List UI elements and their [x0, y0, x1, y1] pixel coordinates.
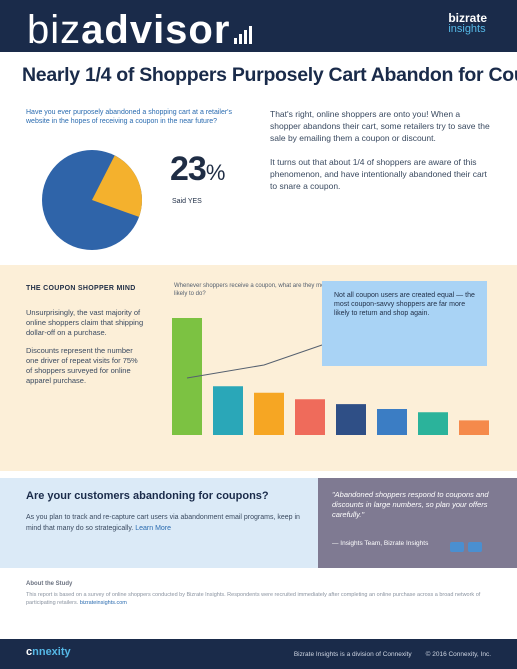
methodology-text: This report is based on a survey of onli… [26, 591, 496, 607]
intro-paragraph-1: That's right, online shoppers are onto y… [270, 109, 490, 143]
growth-bars-icon [234, 26, 253, 44]
section-heading: THE COUPON SHOPPER MIND [26, 285, 136, 292]
quote-author: — Insights Team, Bizrate Insights [332, 540, 429, 547]
cta-body: As you plan to track and re-capture cart… [26, 514, 300, 532]
brand-name: bizrate [448, 11, 487, 25]
logo-light-text: biz [27, 8, 82, 52]
callout-box: Not all coupon users are created equal —… [322, 281, 487, 366]
survey-question: Have you ever purposely abandoned a shop… [26, 109, 233, 125]
connexity-logo-prefix: c [26, 646, 33, 658]
footer-division-note: Bizrate Insights is a division of Connex… [293, 651, 412, 658]
page-title: Nearly 1/4 of Shoppers Purposely Cart Ab… [22, 64, 517, 86]
bar-7 [418, 412, 448, 435]
bar-2 [213, 386, 243, 435]
intro-paragraph-2: It turns out that about 1/4 of shoppers … [270, 157, 487, 191]
section-paragraph-2: Discounts represent the number one drive… [26, 346, 138, 385]
brand-subtitle: insights [448, 23, 486, 35]
social-icons [450, 542, 482, 552]
bar-chart [164, 290, 500, 465]
twitter-icon[interactable] [450, 542, 464, 552]
methodology-heading: About the Study [26, 581, 73, 587]
quote-panel [318, 478, 517, 568]
header-bar [0, 0, 517, 52]
percent-value: 23 [170, 150, 207, 188]
methodology-link[interactable]: bizrateinsights.com [79, 600, 127, 606]
bar-5 [336, 404, 366, 435]
percent-figure: 23% [170, 150, 226, 189]
methodology-body: This report is based on a survey of onli… [26, 592, 481, 606]
footer-bar [0, 639, 517, 669]
section-paragraph-1: Unsurprisingly, the vast majority of onl… [26, 308, 144, 337]
logo-bold-text: advisor [81, 8, 231, 52]
cta-panel [0, 478, 318, 568]
testimonial-quote: "Abandoned shoppers respond to coupons a… [332, 490, 489, 519]
bar-6 [377, 409, 407, 435]
percent-sign: % [205, 160, 226, 185]
footer-copyright: © 2016 Connexity, Inc. [425, 651, 491, 658]
connexity-logo-bold: nnexity [32, 646, 71, 658]
connexity-logo: cnnexity [26, 646, 71, 658]
bar-4 [295, 399, 325, 435]
bizadvisor-logo: biz advisor [27, 2, 253, 52]
percent-label: Said YES [172, 198, 202, 205]
callout-connector [186, 344, 323, 379]
pie-slice-yes [92, 155, 142, 217]
chart-subtitle: Whenever shoppers receive a coupon, what… [174, 283, 330, 297]
bar-chart-svg [172, 318, 489, 435]
pie-chart [42, 150, 142, 250]
bizrate-insights-brand: bizrate insights [448, 12, 487, 35]
section-left-text: Unsurprisingly, the vast majority of onl… [26, 308, 146, 394]
bar-8 [459, 420, 489, 435]
bar-3 [254, 392, 284, 435]
linkedin-icon[interactable] [468, 542, 482, 552]
cta-heading: Are your customers abandoning for coupon… [26, 490, 269, 502]
cta-text: As you plan to track and re-capture cart… [26, 512, 306, 534]
learn-more-link[interactable]: Learn More [135, 525, 172, 532]
intro-text: That's right, online shoppers are onto y… [270, 108, 490, 204]
footer-notes: Bizrate Insights is a division of Connex… [294, 651, 491, 658]
